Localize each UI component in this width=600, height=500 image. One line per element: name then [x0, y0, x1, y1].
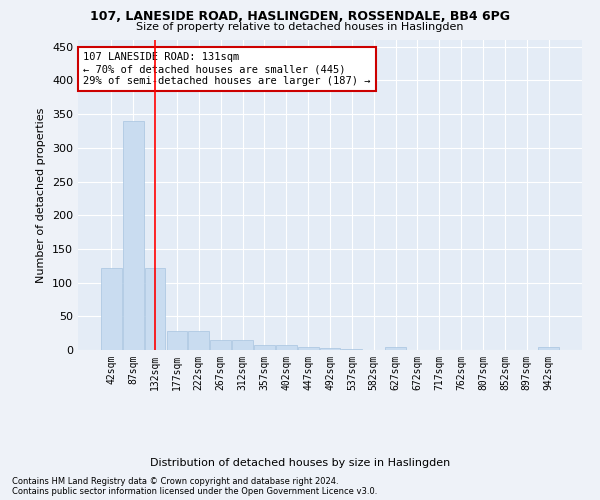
- Text: 107 LANESIDE ROAD: 131sqm
← 70% of detached houses are smaller (445)
29% of semi: 107 LANESIDE ROAD: 131sqm ← 70% of detac…: [83, 52, 371, 86]
- Bar: [210, 340, 231, 350]
- Bar: [385, 346, 406, 350]
- Bar: [298, 346, 319, 350]
- Bar: [188, 331, 209, 350]
- Y-axis label: Number of detached properties: Number of detached properties: [37, 108, 46, 282]
- Bar: [101, 268, 122, 350]
- Text: Contains public sector information licensed under the Open Government Licence v3: Contains public sector information licen…: [12, 488, 377, 496]
- Bar: [320, 348, 340, 350]
- Bar: [341, 348, 362, 350]
- Text: Size of property relative to detached houses in Haslingden: Size of property relative to detached ho…: [136, 22, 464, 32]
- Bar: [145, 268, 166, 350]
- Bar: [123, 121, 143, 350]
- Bar: [538, 346, 559, 350]
- Text: Distribution of detached houses by size in Haslingden: Distribution of detached houses by size …: [150, 458, 450, 468]
- Text: Contains HM Land Registry data © Crown copyright and database right 2024.: Contains HM Land Registry data © Crown c…: [12, 478, 338, 486]
- Bar: [254, 344, 275, 350]
- Text: 107, LANESIDE ROAD, HASLINGDEN, ROSSENDALE, BB4 6PG: 107, LANESIDE ROAD, HASLINGDEN, ROSSENDA…: [90, 10, 510, 23]
- Bar: [232, 340, 253, 350]
- Bar: [167, 331, 187, 350]
- Bar: [276, 346, 296, 350]
